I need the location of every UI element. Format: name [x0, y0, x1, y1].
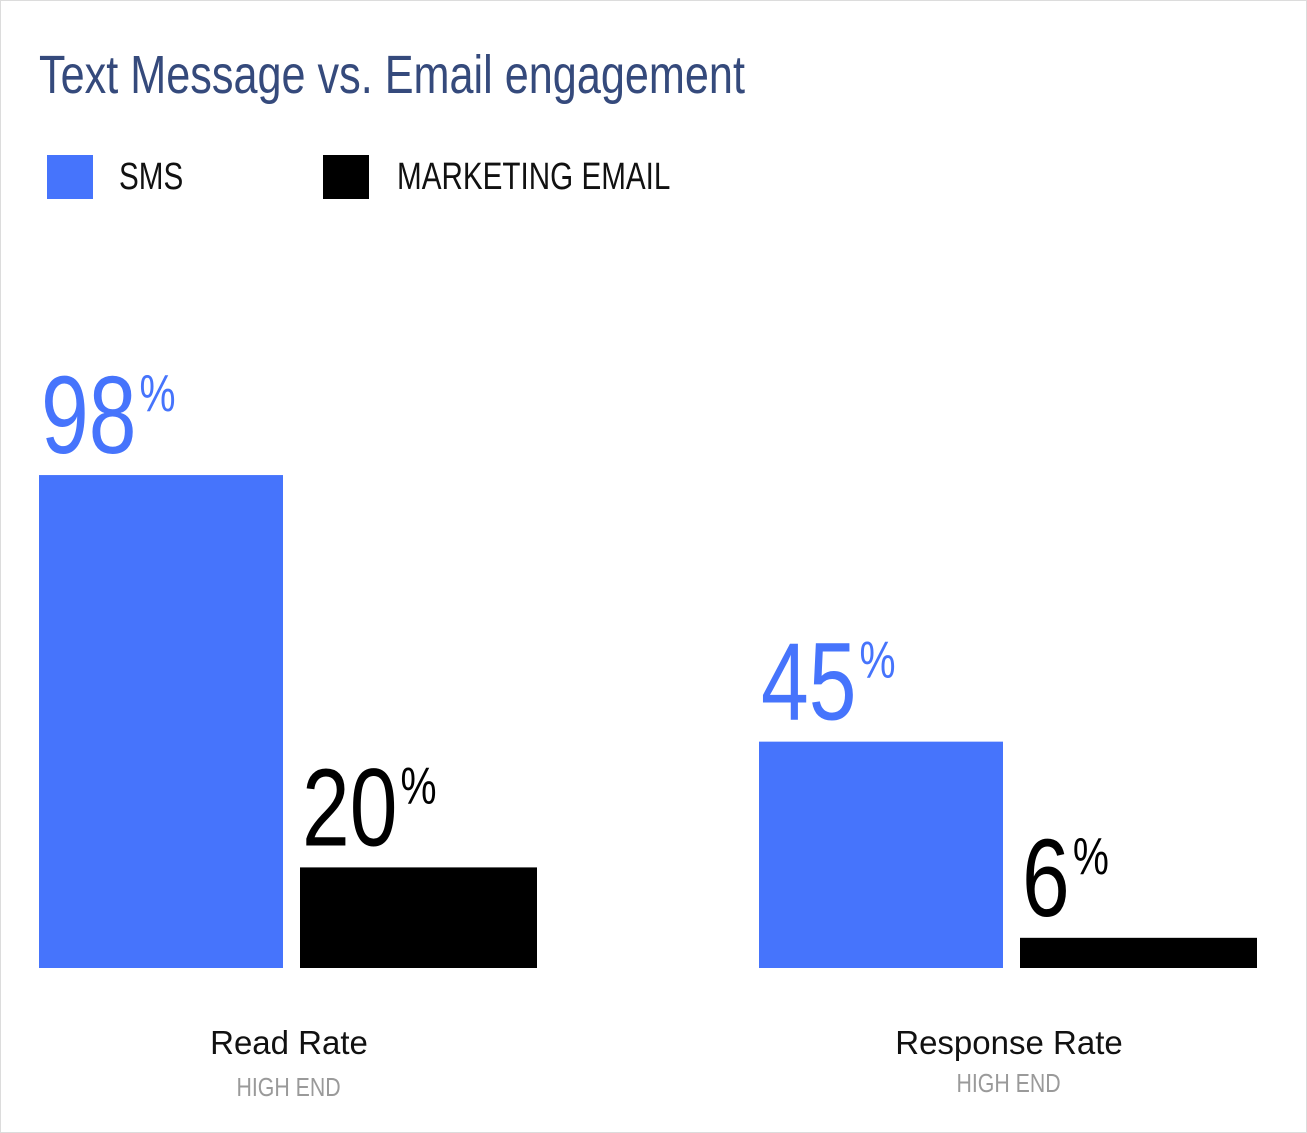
legend-label-marketing-email: MARKETING EMAIL [397, 156, 671, 198]
bar-sms-read-rate [39, 475, 283, 968]
bar-sms-response-rate [759, 741, 1003, 968]
bar-marketing-email-response-rate [1020, 937, 1257, 968]
chart-title: Text Message vs. Email engagement [39, 45, 745, 105]
legend-swatch-sms [47, 155, 93, 199]
category-sublabel-read-rate: HIGH END [236, 1072, 342, 1102]
bar-marketing-email-read-rate [300, 867, 537, 968]
data-label-marketing-email-read-rate: 20% [302, 746, 437, 869]
category-label-read-rate: Read Rate [210, 1024, 368, 1061]
data-label-marketing-email-response-rate: 6% [1022, 817, 1109, 940]
legend-label-sms: SMS [119, 156, 184, 198]
legend-swatch-marketing-email [323, 155, 369, 199]
data-label-sms-response-rate: 45% [761, 620, 896, 743]
category-sublabel-response-rate: HIGH END [956, 1068, 1062, 1098]
data-label-sms-read-rate: 98% [41, 354, 176, 477]
category-label-response-rate: Response Rate [895, 1024, 1123, 1061]
